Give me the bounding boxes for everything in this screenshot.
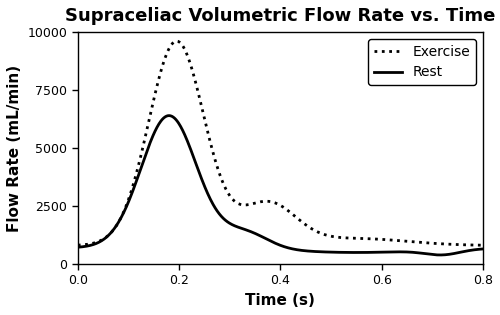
Exercise — [380, 238, 386, 241]
Exercise — [259, 200, 265, 203]
Rest — [146, 142, 152, 146]
Rest — [75, 245, 81, 249]
Rest — [437, 253, 443, 257]
Rest — [480, 247, 486, 251]
Rest — [180, 129, 186, 132]
Line: Rest: Rest — [78, 116, 483, 255]
Rest — [346, 250, 352, 254]
Exercise — [480, 243, 486, 247]
Exercise — [346, 236, 352, 240]
Rest — [380, 250, 386, 254]
Rest — [166, 114, 172, 117]
Exercise — [146, 116, 152, 120]
Rest — [314, 250, 320, 254]
X-axis label: Time (s): Time (s) — [246, 293, 316, 308]
Exercise — [314, 230, 320, 234]
Title: Supraceliac Volumetric Flow Rate vs. Time: Supraceliac Volumetric Flow Rate vs. Tim… — [65, 7, 496, 25]
Line: Exercise: Exercise — [78, 41, 483, 245]
Exercise — [174, 39, 180, 43]
Exercise — [180, 44, 186, 48]
Legend: Exercise, Rest: Exercise, Rest — [368, 39, 476, 85]
Y-axis label: Flow Rate (mL/min): Flow Rate (mL/min) — [7, 65, 22, 232]
Rest — [259, 235, 265, 238]
Exercise — [75, 243, 81, 247]
